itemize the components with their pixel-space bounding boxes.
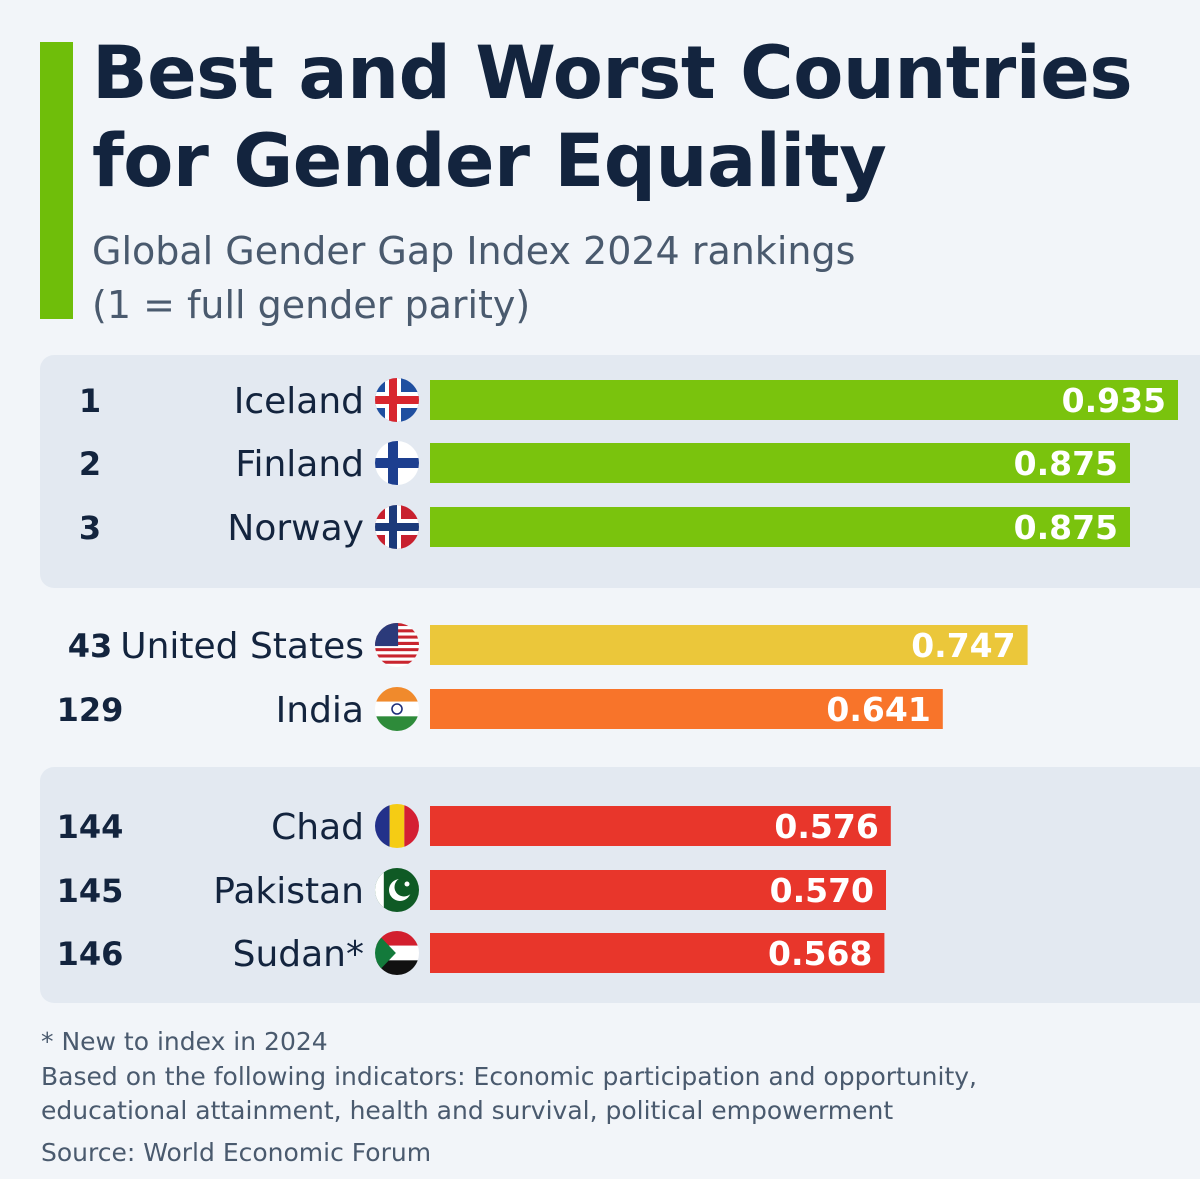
bar (430, 380, 1178, 420)
chart-subtitle: Global Gender Gap Index 2024 rankings (1… (92, 224, 1172, 332)
value-label: 0.570 (770, 871, 874, 910)
chad-flag-icon (375, 804, 419, 848)
bar-row-3: 3 Norway 0.875 (79, 505, 1130, 549)
value-label: 0.875 (1014, 444, 1118, 483)
value-label: 0.875 (1014, 508, 1118, 547)
rank-label: 1 (79, 382, 101, 420)
bar-row-5: 129 India 0.641 (57, 687, 943, 731)
bar-row-7: 145 Pakistan 0.570 (57, 868, 886, 912)
bar (430, 806, 891, 846)
rank-label: 145 (57, 872, 124, 910)
finland-flag-icon (375, 441, 419, 485)
subtitle-line-1: Global Gender Gap Index 2024 rankings (92, 229, 856, 273)
bar (430, 870, 886, 910)
iceland-flag-icon (375, 378, 419, 422)
bar (430, 933, 885, 973)
rank-label: 129 (57, 691, 124, 729)
country-label: Norway (227, 508, 364, 549)
bar-row-2: 2 Finland 0.875 (79, 441, 1130, 485)
source-note: Source: World Economic Forum (41, 1138, 432, 1167)
country-label: United States (120, 626, 364, 667)
bar (430, 507, 1130, 547)
country-label: Chad (271, 807, 364, 848)
footnote-indicators-line-1: Based on the following indicators: Econo… (41, 1062, 977, 1091)
rank-label: 144 (57, 808, 124, 846)
rank-label: 2 (79, 445, 101, 483)
rank-label: 3 (79, 509, 101, 547)
sudan-flag-icon (375, 931, 419, 975)
rank-label: 43 (68, 627, 113, 665)
pakistan-flag-icon (375, 868, 419, 912)
country-label: India (276, 690, 364, 731)
country-label: Sudan* (233, 934, 364, 975)
india-flag-icon (375, 687, 419, 731)
value-label: 0.747 (911, 626, 1015, 665)
bar-row-4: 43 United States 0.747 (68, 623, 1028, 667)
value-label: 0.576 (774, 807, 878, 846)
bar (430, 625, 1028, 665)
bar (430, 689, 943, 729)
country-label: Finland (235, 444, 364, 485)
title-line-2: for Gender Equality (92, 119, 887, 204)
footnote-indicators: Based on the following indicators: Econo… (41, 1060, 1181, 1128)
rank-label: 146 (57, 935, 124, 973)
footnote-new: * New to index in 2024 (41, 1027, 328, 1056)
value-label: 0.641 (826, 690, 930, 729)
bar (430, 443, 1130, 483)
chart-title: Best and Worst Countries for Gender Equa… (92, 30, 1182, 206)
bar-row-8: 146 Sudan* 0.568 (57, 931, 885, 975)
title-line-1: Best and Worst Countries (92, 31, 1133, 116)
country-label: Pakistan (213, 871, 364, 912)
bar-row-1: 1 Iceland 0.935 (79, 378, 1178, 422)
footnote-indicators-line-2: educational attainment, health and survi… (41, 1096, 894, 1125)
value-label: 0.935 (1062, 381, 1166, 420)
usa-flag-icon (375, 623, 419, 667)
value-label: 0.568 (768, 934, 872, 973)
bar-row-6: 144 Chad 0.576 (57, 804, 891, 848)
norway-flag-icon (375, 505, 419, 549)
country-label: Iceland (234, 381, 364, 422)
subtitle-line-2: (1 = full gender parity) (92, 283, 531, 327)
accent-bar (40, 42, 73, 319)
